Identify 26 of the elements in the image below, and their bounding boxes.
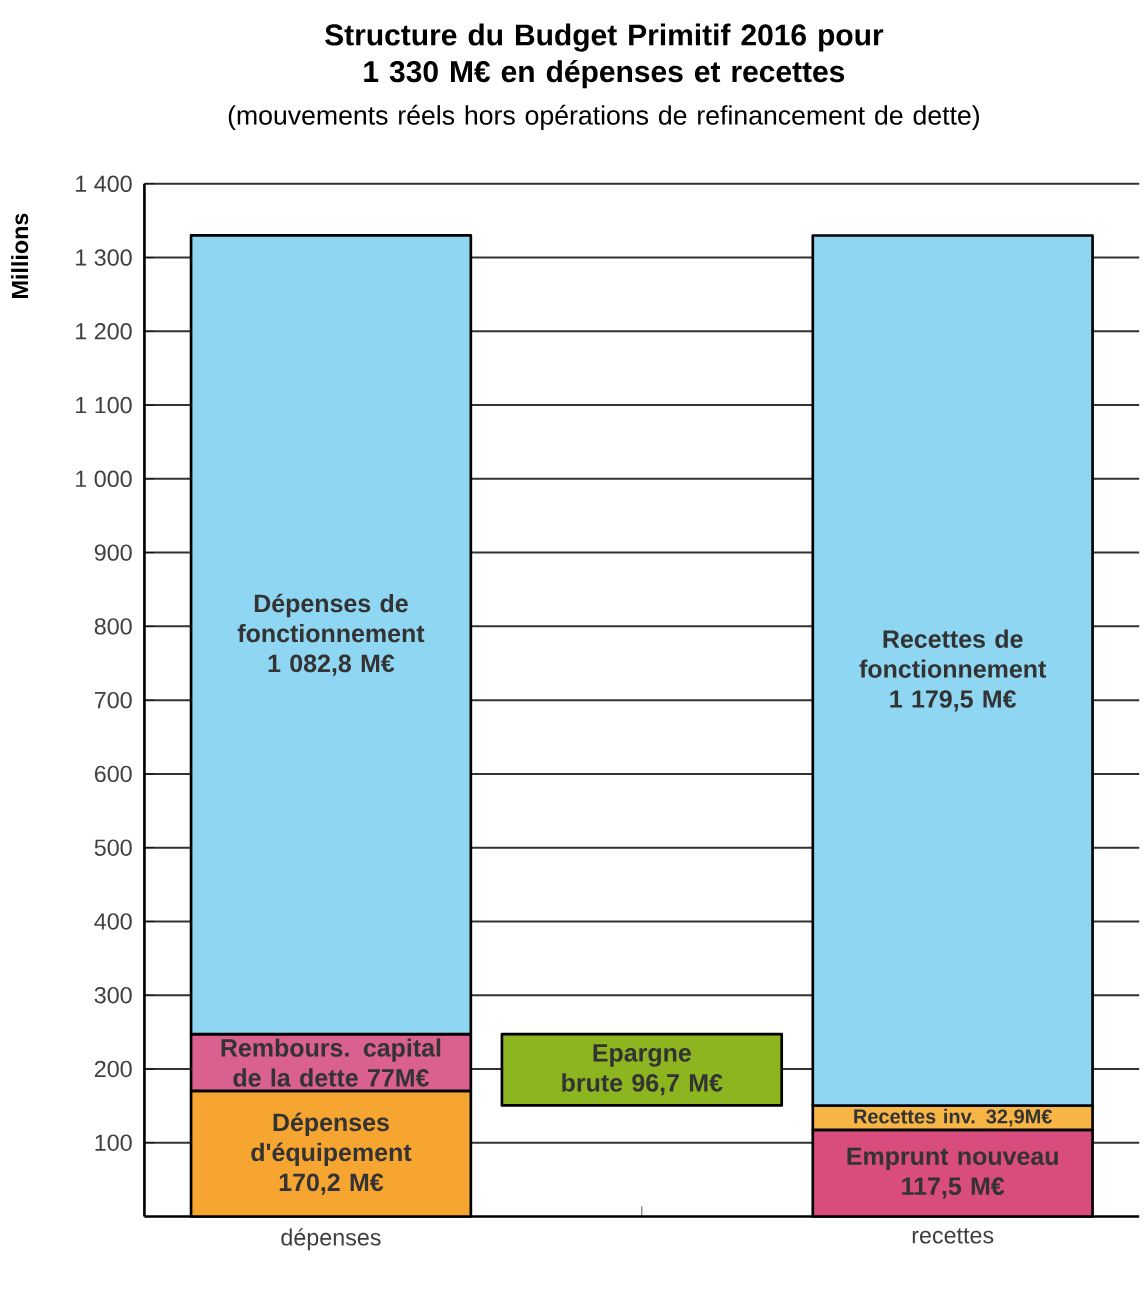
y-tick-label: 600 — [94, 765, 132, 783]
x-tick-label: recettes — [912, 1228, 994, 1244]
data-label: Rembours. capital de la dette 77M€ — [221, 1038, 441, 1087]
y-tick-label: 400 — [94, 913, 132, 930]
data-label: Emprunt nouveau 117,5 M€ — [847, 1147, 1058, 1199]
y-tick-label: 200 — [94, 1060, 132, 1078]
x-tick-label: dépenses — [281, 1228, 381, 1251]
y-axis-title: Millions — [11, 213, 29, 298]
y-tick-label: 1 400 — [76, 175, 132, 193]
y-tick-label: 500 — [94, 839, 132, 856]
chart-subtitle: (mouvements réels hors opérations de refinancement de dette) — [228, 104, 979, 131]
data-label: Dépenses de fonctionnement 1 082,8 M€ — [237, 593, 425, 676]
y-tick-label: 1 200 — [76, 323, 132, 340]
y-tick-label: 1 300 — [76, 249, 132, 266]
data-label: Recettes de fonctionnement 1 179,5 M€ — [859, 629, 1047, 712]
y-tick-label: 300 — [94, 986, 132, 1004]
data-label: Dépenses d'équipement 170,2 M€ — [251, 1112, 412, 1195]
data-label: Epargne brute 96,7 M€ — [562, 1044, 723, 1096]
y-tick-label: 1 000 — [76, 470, 132, 488]
y-tick-label: 900 — [94, 544, 132, 561]
chart-title: Structure du Budget Primitif 2016 pour 1 330 M€ en dépenses et recettes — [325, 23, 884, 89]
data-label: Recettes inv. 32,9M€ — [854, 1108, 1053, 1127]
y-tick-label: 1 100 — [76, 396, 132, 414]
y-tick-label: 700 — [94, 691, 132, 709]
y-tick-label: 100 — [95, 1134, 132, 1151]
y-tick-label: 800 — [94, 618, 132, 635]
